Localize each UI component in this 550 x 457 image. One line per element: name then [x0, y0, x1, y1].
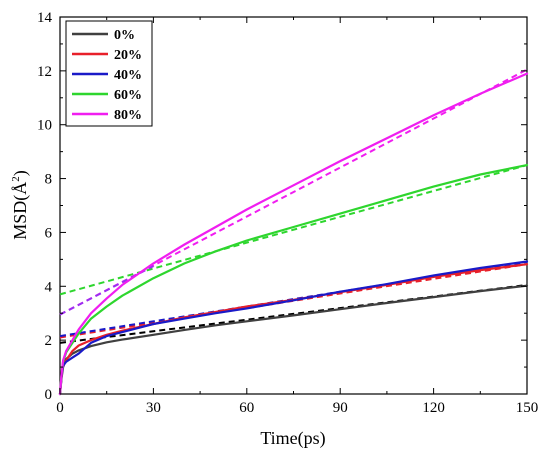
y-tick-label: 10 [37, 118, 52, 134]
series-line-80pct [58, 72, 529, 396]
y-tick-label: 4 [45, 279, 53, 295]
fit-line-60pct [59, 164, 528, 296]
fit-line-extra [59, 265, 154, 316]
legend-label: 20% [114, 48, 142, 63]
y-axis-title-main: MSD(Å [10, 182, 31, 240]
series-line-40pct [58, 260, 529, 396]
fit-line-80pct [59, 68, 528, 316]
legend-label: 80% [114, 108, 142, 123]
x-tick-label: 30 [146, 400, 161, 416]
x-tick-label: 60 [239, 400, 254, 416]
x-tick-label: 150 [516, 400, 539, 416]
legend: 0% 20% 40% 60% 80% [65, 20, 153, 127]
x-tick-label: 90 [333, 400, 348, 416]
legend-label: 40% [114, 68, 142, 83]
y-tick-label: 2 [45, 333, 53, 349]
y-tick-label: 0 [45, 387, 53, 403]
y-axis-title-superscript: 2 [10, 176, 22, 182]
y-tick-label: 12 [37, 64, 52, 80]
x-axis: 0 30 60 90 120 150 [56, 17, 538, 416]
x-axis-title: Time(ps) [260, 428, 325, 449]
legend-label: 60% [114, 88, 142, 103]
y-axis: 0 2 4 6 8 10 12 14 [37, 10, 527, 403]
x-tick-label: 0 [56, 400, 64, 416]
y-tick-label: 14 [37, 10, 53, 26]
fit-line-20pct [59, 263, 528, 339]
y-tick-label: 8 [45, 172, 53, 188]
y-axis-title-close: ) [10, 170, 31, 176]
series-lines [58, 72, 529, 396]
legend-label: 0% [114, 28, 135, 43]
y-axis-title: MSD(Å2) [10, 170, 31, 240]
series-line-0pct [58, 284, 529, 396]
x-tick-label: 120 [422, 400, 445, 416]
y-tick-label: 6 [45, 225, 53, 241]
